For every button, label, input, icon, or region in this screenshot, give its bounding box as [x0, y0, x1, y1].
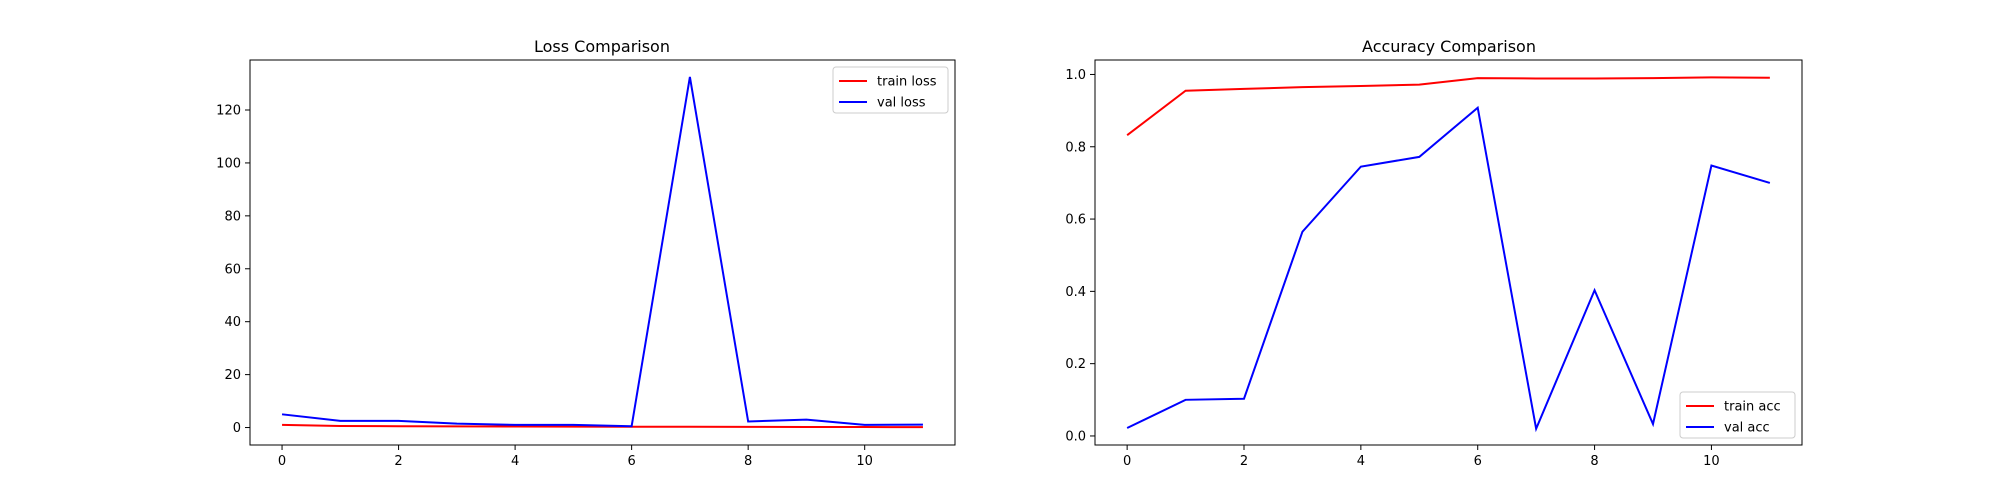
- y-tick-label: 60: [224, 262, 241, 277]
- series-line-val-acc: [1126, 105, 1771, 433]
- series-line-train-acc: [1126, 76, 1770, 136]
- x-tick-label: 8: [744, 454, 752, 469]
- y-tick-label: 40: [224, 315, 241, 330]
- axes-frame: [1094, 59, 1803, 446]
- series-line-train-loss: [282, 423, 923, 429]
- x-tick-label: 2: [1240, 454, 1248, 469]
- y-tick-label: 0: [233, 421, 241, 436]
- y-tick-label: 0.2: [1065, 357, 1086, 372]
- legend-label: val acc: [1724, 421, 1770, 436]
- legend-label: train loss: [877, 75, 937, 90]
- x-tick-label: 0: [278, 454, 286, 469]
- plot-area: 0 2 4 6 8 10 0.0 0.2 0.4 0.6 0.8 1.0: [1065, 59, 1803, 469]
- y-tick-label: 20: [224, 368, 241, 383]
- y-tick-label: 0.0: [1065, 429, 1086, 444]
- x-tick-label: 2: [394, 454, 402, 469]
- x-tick-label: 0: [1123, 454, 1131, 469]
- legend-label: train acc: [1724, 400, 1781, 415]
- chart-title: Accuracy Comparison: [1362, 37, 1536, 56]
- x-tick-label: 6: [1474, 454, 1482, 469]
- axes-frame: [249, 59, 956, 446]
- y-tick-label: 0.8: [1065, 140, 1086, 155]
- y-tick-label: 100: [216, 156, 241, 171]
- y-tick-label: 120: [216, 104, 241, 119]
- legend-label: val loss: [877, 96, 926, 111]
- x-tick-label: 10: [856, 454, 873, 469]
- accuracy-chart: Accuracy Comparison 0 2 4 6 8 100.00.20.40.60…: [1065, 37, 1803, 469]
- y-tick-label: 0.6: [1065, 213, 1086, 228]
- x-tick-label: 10: [1703, 454, 1720, 469]
- y-tick-label: 1.0: [1065, 68, 1086, 83]
- series-line-val-loss: [281, 76, 923, 428]
- legend: train acc val acc: [1679, 391, 1796, 439]
- x-tick-label: 4: [1357, 454, 1365, 469]
- x-tick-label: 6: [627, 454, 635, 469]
- y-tick-label: 0.4: [1065, 285, 1086, 300]
- legend: train loss val loss: [832, 66, 949, 114]
- y-tick-label: 80: [224, 209, 241, 224]
- x-tick-label: 4: [511, 454, 519, 469]
- x-tick-label: 8: [1590, 454, 1598, 469]
- chart-title: Loss Comparison: [534, 37, 670, 56]
